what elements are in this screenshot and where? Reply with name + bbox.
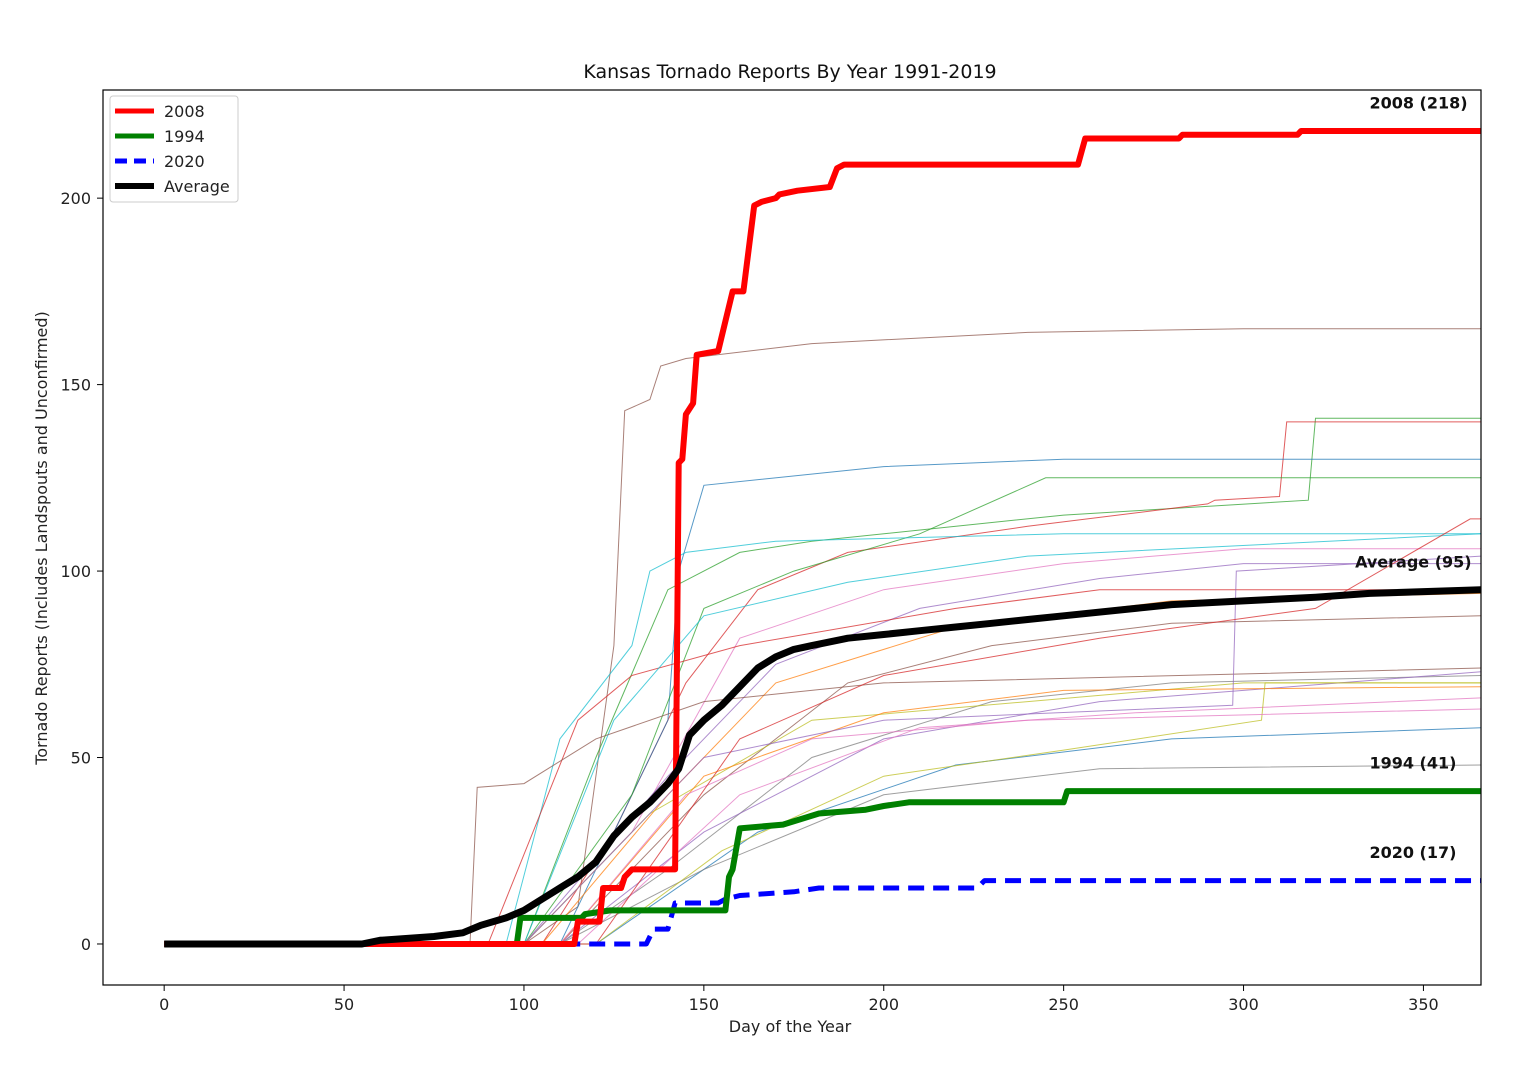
background-series-line-13 (164, 671, 1482, 945)
y-tick-label: 0 (81, 935, 91, 954)
x-tick-label: 150 (689, 995, 720, 1014)
plot-area (164, 128, 1482, 948)
chart-title: Kansas Tornado Reports By Year 1991-2019 (583, 61, 996, 83)
background-series-line-17 (164, 589, 1481, 945)
legend-label-average: Average (164, 177, 230, 196)
y-tick-label: 150 (60, 376, 91, 395)
y-axis-label: Tornado Reports (Includes Landspouts and… (32, 311, 51, 766)
background-series-line-4 (164, 458, 1481, 945)
x-axis-label: Day of the Year (729, 1017, 852, 1036)
legend-box (109, 95, 239, 203)
series-line-average (164, 586, 1482, 948)
annotation-label: 2008 (218) (1369, 94, 1467, 113)
series-line-2020 (164, 878, 1481, 947)
background-series-line-2 (164, 417, 1481, 945)
legend-label-2020: 2020 (164, 152, 205, 171)
x-axis: 0 50 100 150 200 250 300 350 (159, 985, 1439, 1014)
x-tick-label: 100 (509, 995, 540, 1014)
background-series-line-1 (164, 328, 1481, 945)
x-tick-label: 50 (334, 995, 354, 1014)
background-series-line-15 (164, 727, 1482, 945)
x-tick-label: 200 (868, 995, 899, 1014)
background-series-line-20 (164, 667, 1482, 945)
series-line-2008 (164, 128, 1481, 947)
y-axis: 0 50 100 150 200 (60, 189, 103, 954)
x-tick-label: 0 (159, 995, 169, 1014)
background-series-line-6 (164, 533, 1481, 945)
x-tick-label: 300 (1228, 995, 1259, 1014)
background-series-line-21 (164, 682, 1481, 945)
y-tick-label: 100 (60, 562, 91, 581)
legend: 2008 1994 2020 Average (109, 95, 239, 203)
annotation-label: 1994 (41) (1369, 754, 1456, 773)
background-series-line-10 (164, 615, 1482, 945)
background-series-line-7 (164, 548, 1481, 945)
background-series-line-5 (164, 477, 1481, 945)
plot-frame (102, 89, 1482, 986)
legend-label-2008: 2008 (164, 102, 205, 121)
y-tick-label: 50 (71, 749, 91, 768)
annotations: 2008 (218) Average (95) 1994 (41) 2020 (17) (1355, 94, 1472, 863)
x-tick-label: 350 (1408, 995, 1439, 1014)
annotation-label: Average (95) (1355, 552, 1472, 571)
annotation-label: 2020 (17) (1369, 843, 1456, 862)
y-tick-label: 200 (60, 189, 91, 208)
background-series-line-23 (164, 708, 1482, 945)
legend-label-1994: 1994 (164, 127, 205, 146)
series-line-1994 (164, 788, 1481, 947)
x-tick-label: 250 (1048, 995, 1079, 1014)
